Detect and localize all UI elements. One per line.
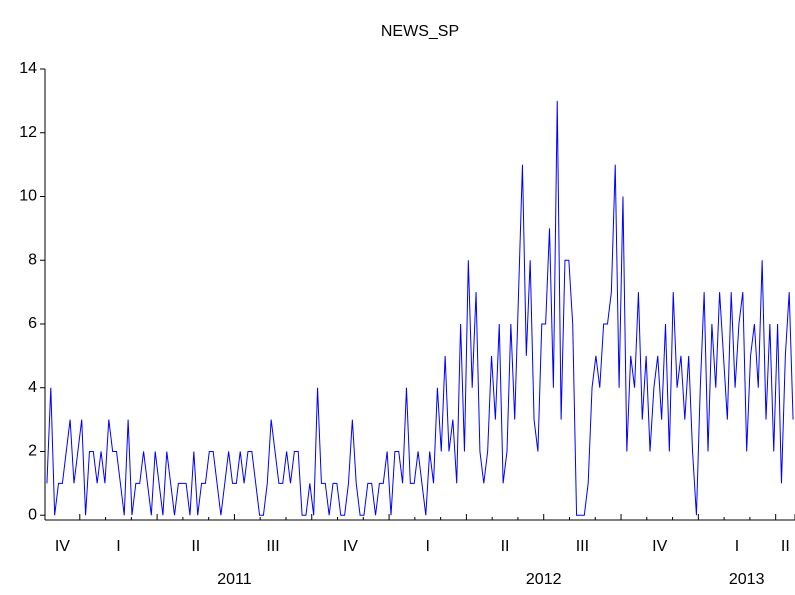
x-tick-label: IV	[343, 538, 358, 555]
x-tick-label: IV	[55, 538, 70, 555]
y-tick-label: 10	[19, 188, 37, 205]
y-tick-label: 6	[28, 315, 37, 332]
x-tick-label: II	[501, 538, 510, 555]
series-line	[46, 100, 794, 516]
year-label: 2012	[526, 571, 562, 588]
y-tick-label: 12	[19, 124, 37, 141]
y-tick-label: 0	[28, 506, 37, 523]
y-tick-label: 2	[28, 443, 37, 460]
x-tick-label: II	[191, 538, 200, 555]
y-tick-label: 8	[28, 251, 37, 268]
chart-title: NEWS_SP	[381, 23, 459, 40]
x-tick-label: I	[426, 538, 430, 555]
x-tick-label: II	[781, 538, 790, 555]
x-tick-label: I	[116, 538, 120, 555]
x-tick-label: IV	[652, 538, 667, 555]
x-tick-label: III	[576, 538, 589, 555]
y-tick-label: 14	[19, 60, 37, 77]
y-tick-label: 4	[28, 379, 37, 396]
year-label: 2011	[217, 571, 252, 588]
x-tick-label: III	[266, 538, 279, 555]
x-tick-label: I	[735, 538, 739, 555]
year-label: 2013	[729, 571, 765, 588]
